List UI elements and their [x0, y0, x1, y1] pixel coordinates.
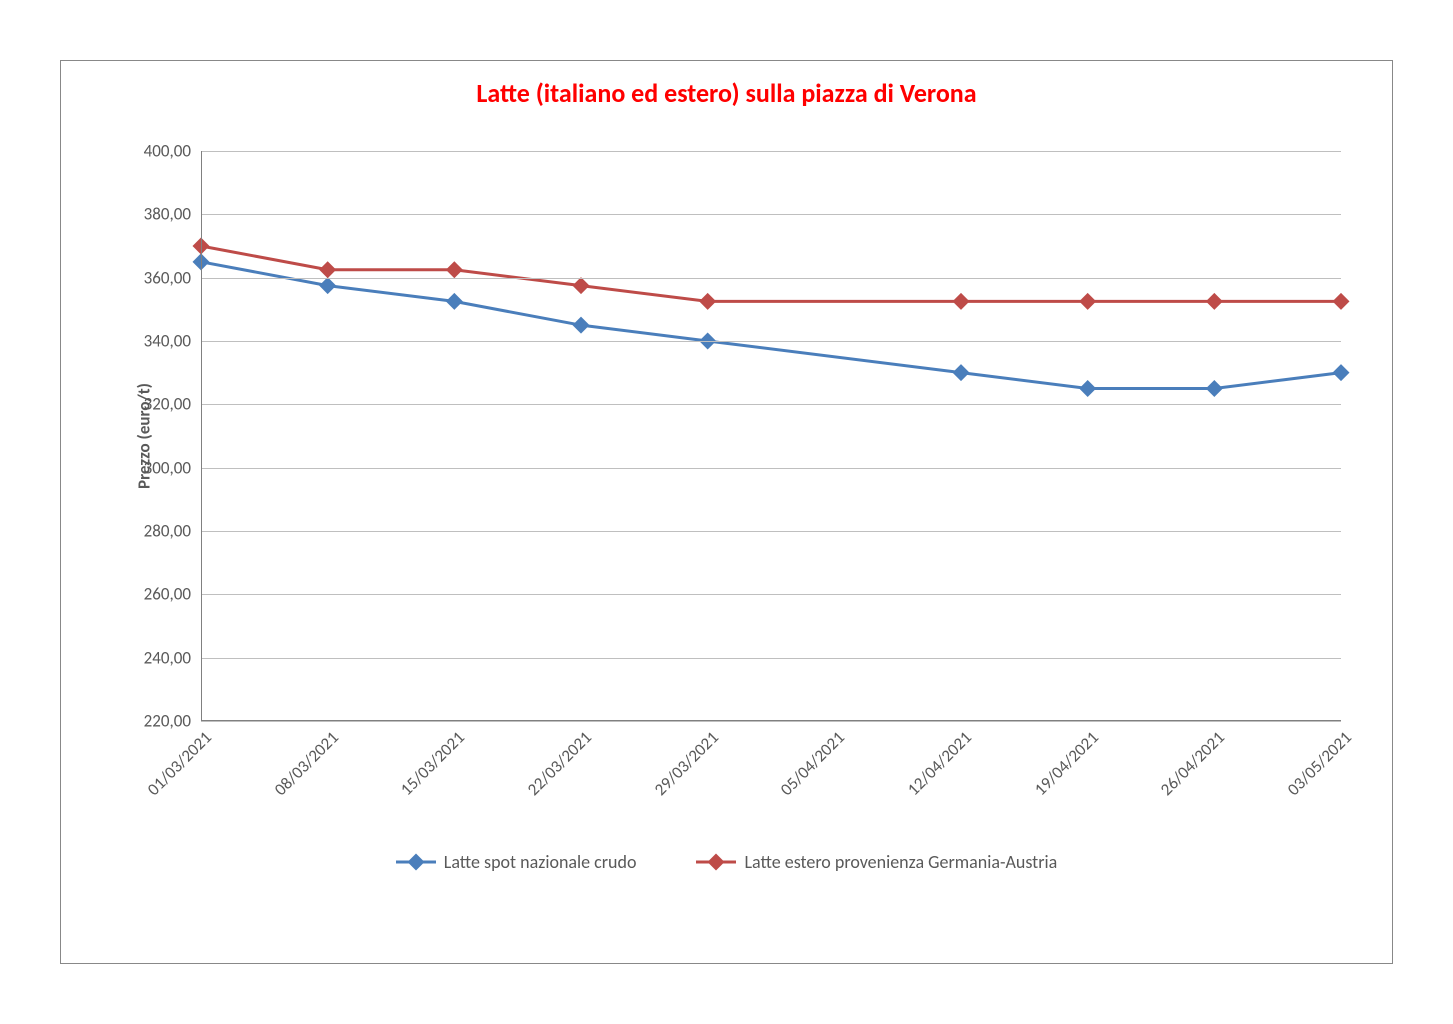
y-tick-label: 320,00 [144, 394, 191, 415]
series-marker [573, 317, 590, 334]
series-line [201, 246, 1341, 301]
series-marker [446, 261, 463, 278]
x-tick-label: 08/03/2021 [270, 727, 343, 800]
y-tick-label: 260,00 [144, 584, 191, 605]
legend-label: Latte spot nazionale crudo [444, 851, 637, 873]
series-marker [1079, 293, 1096, 310]
chart-frame: Latte (italiano ed estero) sulla piazza … [60, 60, 1393, 964]
x-tick-label: 05/04/2021 [776, 727, 849, 800]
legend-label: Latte estero provenienza Germania-Austri… [744, 851, 1057, 873]
y-tick-label: 300,00 [144, 457, 191, 478]
chart-lines [201, 151, 1341, 721]
x-tick-label: 12/04/2021 [903, 727, 976, 800]
plot-area: Prezzo (euro/t) 220,00240,00260,00280,00… [201, 151, 1341, 721]
y-tick-label: 360,00 [144, 267, 191, 288]
y-tick-label: 240,00 [144, 647, 191, 668]
series-marker [1206, 293, 1223, 310]
y-tick-label: 280,00 [144, 521, 191, 542]
legend-swatch [696, 855, 736, 869]
series-marker [953, 293, 970, 310]
gridline [201, 468, 1341, 469]
x-tick-label: 26/04/2021 [1156, 727, 1229, 800]
chart-title: Latte (italiano ed estero) sulla piazza … [61, 77, 1392, 109]
x-tick-label: 03/05/2021 [1283, 727, 1356, 800]
x-tick-label: 01/03/2021 [143, 727, 216, 800]
series-line [201, 262, 1341, 389]
y-tick-label: 220,00 [144, 711, 191, 732]
series-marker [1079, 380, 1096, 397]
legend-item: Latte estero provenienza Germania-Austri… [696, 851, 1057, 873]
gridline [201, 278, 1341, 279]
series-marker [1333, 293, 1350, 310]
gridline [201, 341, 1341, 342]
y-tick-label: 340,00 [144, 331, 191, 352]
series-marker [446, 293, 463, 310]
y-axis-line [201, 151, 202, 721]
x-tick-label: 22/03/2021 [523, 727, 596, 800]
series-marker [573, 277, 590, 294]
gridline [201, 151, 1341, 152]
gridline [201, 404, 1341, 405]
gridline [201, 658, 1341, 659]
x-tick-label: 15/03/2021 [396, 727, 469, 800]
gridline [201, 531, 1341, 532]
legend: Latte spot nazionale crudo Latte estero p… [61, 851, 1392, 873]
series-marker [1206, 380, 1223, 397]
y-tick-label: 400,00 [144, 141, 191, 162]
x-axis-line [201, 720, 1341, 721]
legend-swatch [396, 855, 436, 869]
gridline [201, 594, 1341, 595]
chart-container: Latte (italiano ed estero) sulla piazza … [0, 0, 1453, 1024]
series-marker [699, 293, 716, 310]
series-marker [319, 261, 336, 278]
x-tick-label: 19/04/2021 [1030, 727, 1103, 800]
gridline [201, 214, 1341, 215]
x-tick-label: 29/03/2021 [650, 727, 723, 800]
gridline [201, 721, 1341, 722]
series-marker [953, 364, 970, 381]
series-marker [319, 277, 336, 294]
legend-item: Latte spot nazionale crudo [396, 851, 637, 873]
series-marker [1333, 364, 1350, 381]
y-tick-label: 380,00 [144, 204, 191, 225]
